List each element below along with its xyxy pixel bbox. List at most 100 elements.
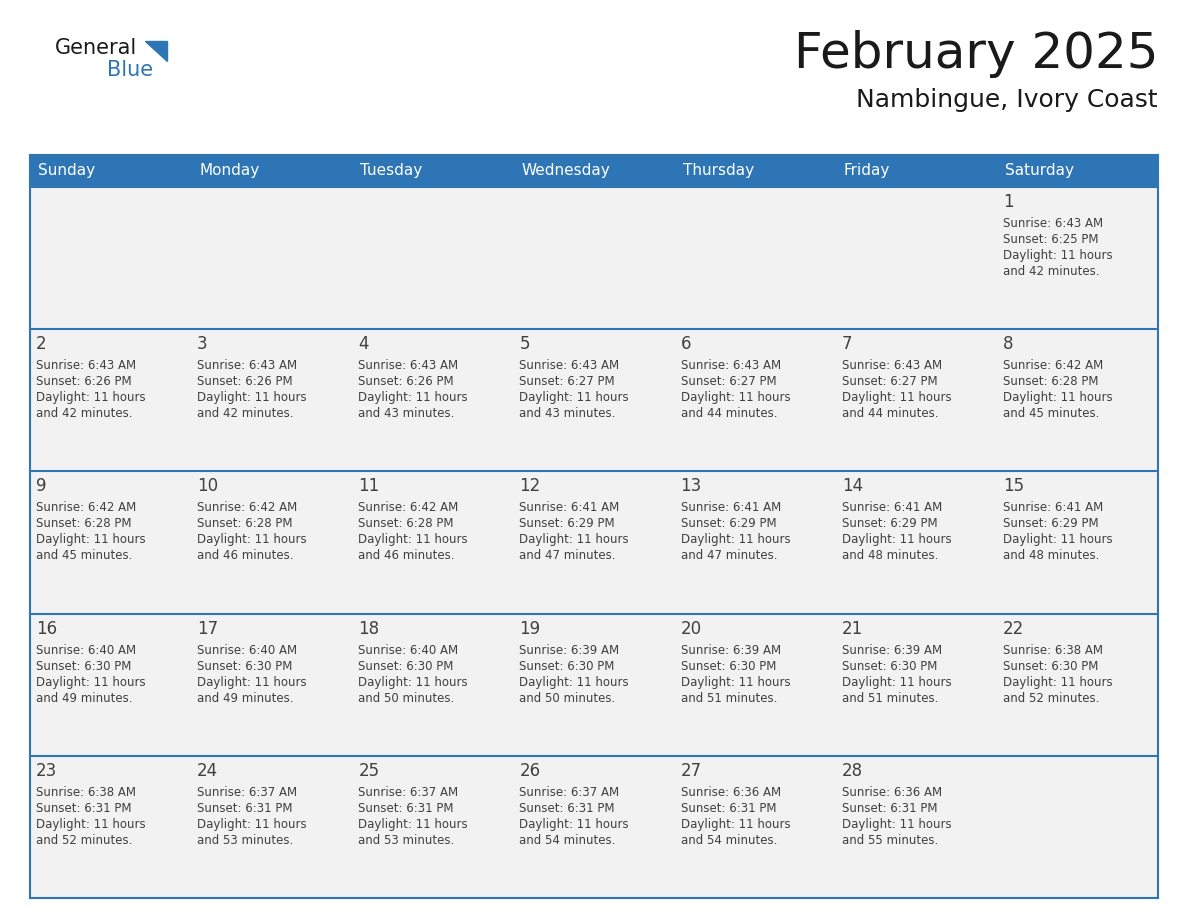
Text: Sunrise: 6:43 AM: Sunrise: 6:43 AM <box>197 359 297 372</box>
Bar <box>191 472 353 613</box>
Bar <box>513 472 675 613</box>
Bar <box>675 330 835 472</box>
Text: 23: 23 <box>36 762 57 779</box>
Text: Sunrise: 6:41 AM: Sunrise: 6:41 AM <box>519 501 620 514</box>
Text: 2: 2 <box>36 335 46 353</box>
Bar <box>353 756 513 898</box>
Bar <box>835 472 997 613</box>
Text: 18: 18 <box>359 620 379 638</box>
Text: Sunset: 6:27 PM: Sunset: 6:27 PM <box>681 375 776 388</box>
Text: Sunrise: 6:37 AM: Sunrise: 6:37 AM <box>197 786 297 799</box>
Text: Nambingue, Ivory Coast: Nambingue, Ivory Coast <box>857 88 1158 112</box>
Text: 28: 28 <box>842 762 862 779</box>
Text: Daylight: 11 hours: Daylight: 11 hours <box>36 818 146 831</box>
Text: and 50 minutes.: and 50 minutes. <box>519 691 615 705</box>
Text: 17: 17 <box>197 620 219 638</box>
Bar <box>30 472 191 613</box>
Text: and 47 minutes.: and 47 minutes. <box>681 549 777 563</box>
Text: 21: 21 <box>842 620 862 638</box>
Text: Sunset: 6:28 PM: Sunset: 6:28 PM <box>1003 375 1099 388</box>
Text: 16: 16 <box>36 620 57 638</box>
Text: 24: 24 <box>197 762 219 779</box>
Bar <box>191 613 353 756</box>
Text: Sunrise: 6:41 AM: Sunrise: 6:41 AM <box>842 501 942 514</box>
Text: Daylight: 11 hours: Daylight: 11 hours <box>36 391 146 404</box>
Text: and 55 minutes.: and 55 minutes. <box>842 834 939 846</box>
Bar <box>675 613 835 756</box>
Text: Sunset: 6:31 PM: Sunset: 6:31 PM <box>519 801 615 815</box>
Text: Sunrise: 6:42 AM: Sunrise: 6:42 AM <box>197 501 297 514</box>
Text: Sunset: 6:31 PM: Sunset: 6:31 PM <box>197 801 292 815</box>
Text: Daylight: 11 hours: Daylight: 11 hours <box>519 533 630 546</box>
Text: Daylight: 11 hours: Daylight: 11 hours <box>36 533 146 546</box>
Text: Daylight: 11 hours: Daylight: 11 hours <box>36 676 146 688</box>
Text: Sunrise: 6:43 AM: Sunrise: 6:43 AM <box>359 359 459 372</box>
Text: Sunrise: 6:43 AM: Sunrise: 6:43 AM <box>519 359 620 372</box>
Text: Sunset: 6:31 PM: Sunset: 6:31 PM <box>681 801 776 815</box>
Text: 26: 26 <box>519 762 541 779</box>
Bar <box>835 187 997 330</box>
Text: Sunset: 6:30 PM: Sunset: 6:30 PM <box>197 660 292 673</box>
Polygon shape <box>145 41 168 61</box>
Text: and 52 minutes.: and 52 minutes. <box>1003 691 1099 705</box>
Text: 5: 5 <box>519 335 530 353</box>
Bar <box>835 330 997 472</box>
Text: and 48 minutes.: and 48 minutes. <box>1003 549 1099 563</box>
Text: Sunset: 6:26 PM: Sunset: 6:26 PM <box>197 375 292 388</box>
Text: Daylight: 11 hours: Daylight: 11 hours <box>681 676 790 688</box>
Text: Sunset: 6:30 PM: Sunset: 6:30 PM <box>681 660 776 673</box>
Bar <box>997 756 1158 898</box>
Text: and 45 minutes.: and 45 minutes. <box>1003 408 1099 420</box>
Text: Daylight: 11 hours: Daylight: 11 hours <box>842 676 952 688</box>
Bar <box>675 187 835 330</box>
Text: 9: 9 <box>36 477 46 496</box>
Text: Sunset: 6:26 PM: Sunset: 6:26 PM <box>359 375 454 388</box>
Text: Sunset: 6:27 PM: Sunset: 6:27 PM <box>519 375 615 388</box>
Text: Sunset: 6:30 PM: Sunset: 6:30 PM <box>519 660 615 673</box>
Text: and 44 minutes.: and 44 minutes. <box>681 408 777 420</box>
Text: Sunrise: 6:42 AM: Sunrise: 6:42 AM <box>1003 359 1104 372</box>
Bar <box>191 756 353 898</box>
Text: 20: 20 <box>681 620 702 638</box>
Text: Daylight: 11 hours: Daylight: 11 hours <box>842 533 952 546</box>
Bar <box>513 756 675 898</box>
Text: Sunset: 6:31 PM: Sunset: 6:31 PM <box>36 801 132 815</box>
Text: and 46 minutes.: and 46 minutes. <box>197 549 293 563</box>
Text: Sunset: 6:31 PM: Sunset: 6:31 PM <box>842 801 937 815</box>
Text: 22: 22 <box>1003 620 1024 638</box>
Text: Sunrise: 6:38 AM: Sunrise: 6:38 AM <box>1003 644 1102 656</box>
Text: Daylight: 11 hours: Daylight: 11 hours <box>359 533 468 546</box>
Text: Daylight: 11 hours: Daylight: 11 hours <box>519 676 630 688</box>
Text: Sunset: 6:27 PM: Sunset: 6:27 PM <box>842 375 937 388</box>
Text: Friday: Friday <box>843 163 890 178</box>
Bar <box>513 613 675 756</box>
Text: Saturday: Saturday <box>1005 163 1074 178</box>
Text: 19: 19 <box>519 620 541 638</box>
Bar <box>191 187 353 330</box>
Text: 4: 4 <box>359 335 368 353</box>
Text: and 46 minutes.: and 46 minutes. <box>359 549 455 563</box>
Bar <box>30 155 1158 187</box>
Text: and 53 minutes.: and 53 minutes. <box>359 834 455 846</box>
Text: Daylight: 11 hours: Daylight: 11 hours <box>681 818 790 831</box>
Text: Sunday: Sunday <box>38 163 95 178</box>
Bar <box>513 330 675 472</box>
Bar <box>997 472 1158 613</box>
Text: General: General <box>55 38 138 58</box>
Text: Daylight: 11 hours: Daylight: 11 hours <box>197 818 307 831</box>
Text: Sunset: 6:25 PM: Sunset: 6:25 PM <box>1003 233 1099 246</box>
Text: and 49 minutes.: and 49 minutes. <box>197 691 293 705</box>
Text: Sunrise: 6:40 AM: Sunrise: 6:40 AM <box>359 644 459 656</box>
Text: Sunset: 6:29 PM: Sunset: 6:29 PM <box>519 518 615 531</box>
Text: and 53 minutes.: and 53 minutes. <box>197 834 293 846</box>
Text: Sunset: 6:29 PM: Sunset: 6:29 PM <box>1003 518 1099 531</box>
Text: 6: 6 <box>681 335 691 353</box>
Text: 13: 13 <box>681 477 702 496</box>
Text: Blue: Blue <box>107 60 153 80</box>
Text: and 45 minutes.: and 45 minutes. <box>36 549 132 563</box>
Text: Sunset: 6:30 PM: Sunset: 6:30 PM <box>36 660 132 673</box>
Text: and 47 minutes.: and 47 minutes. <box>519 549 615 563</box>
Text: 11: 11 <box>359 477 379 496</box>
Bar <box>191 330 353 472</box>
Text: and 51 minutes.: and 51 minutes. <box>681 691 777 705</box>
